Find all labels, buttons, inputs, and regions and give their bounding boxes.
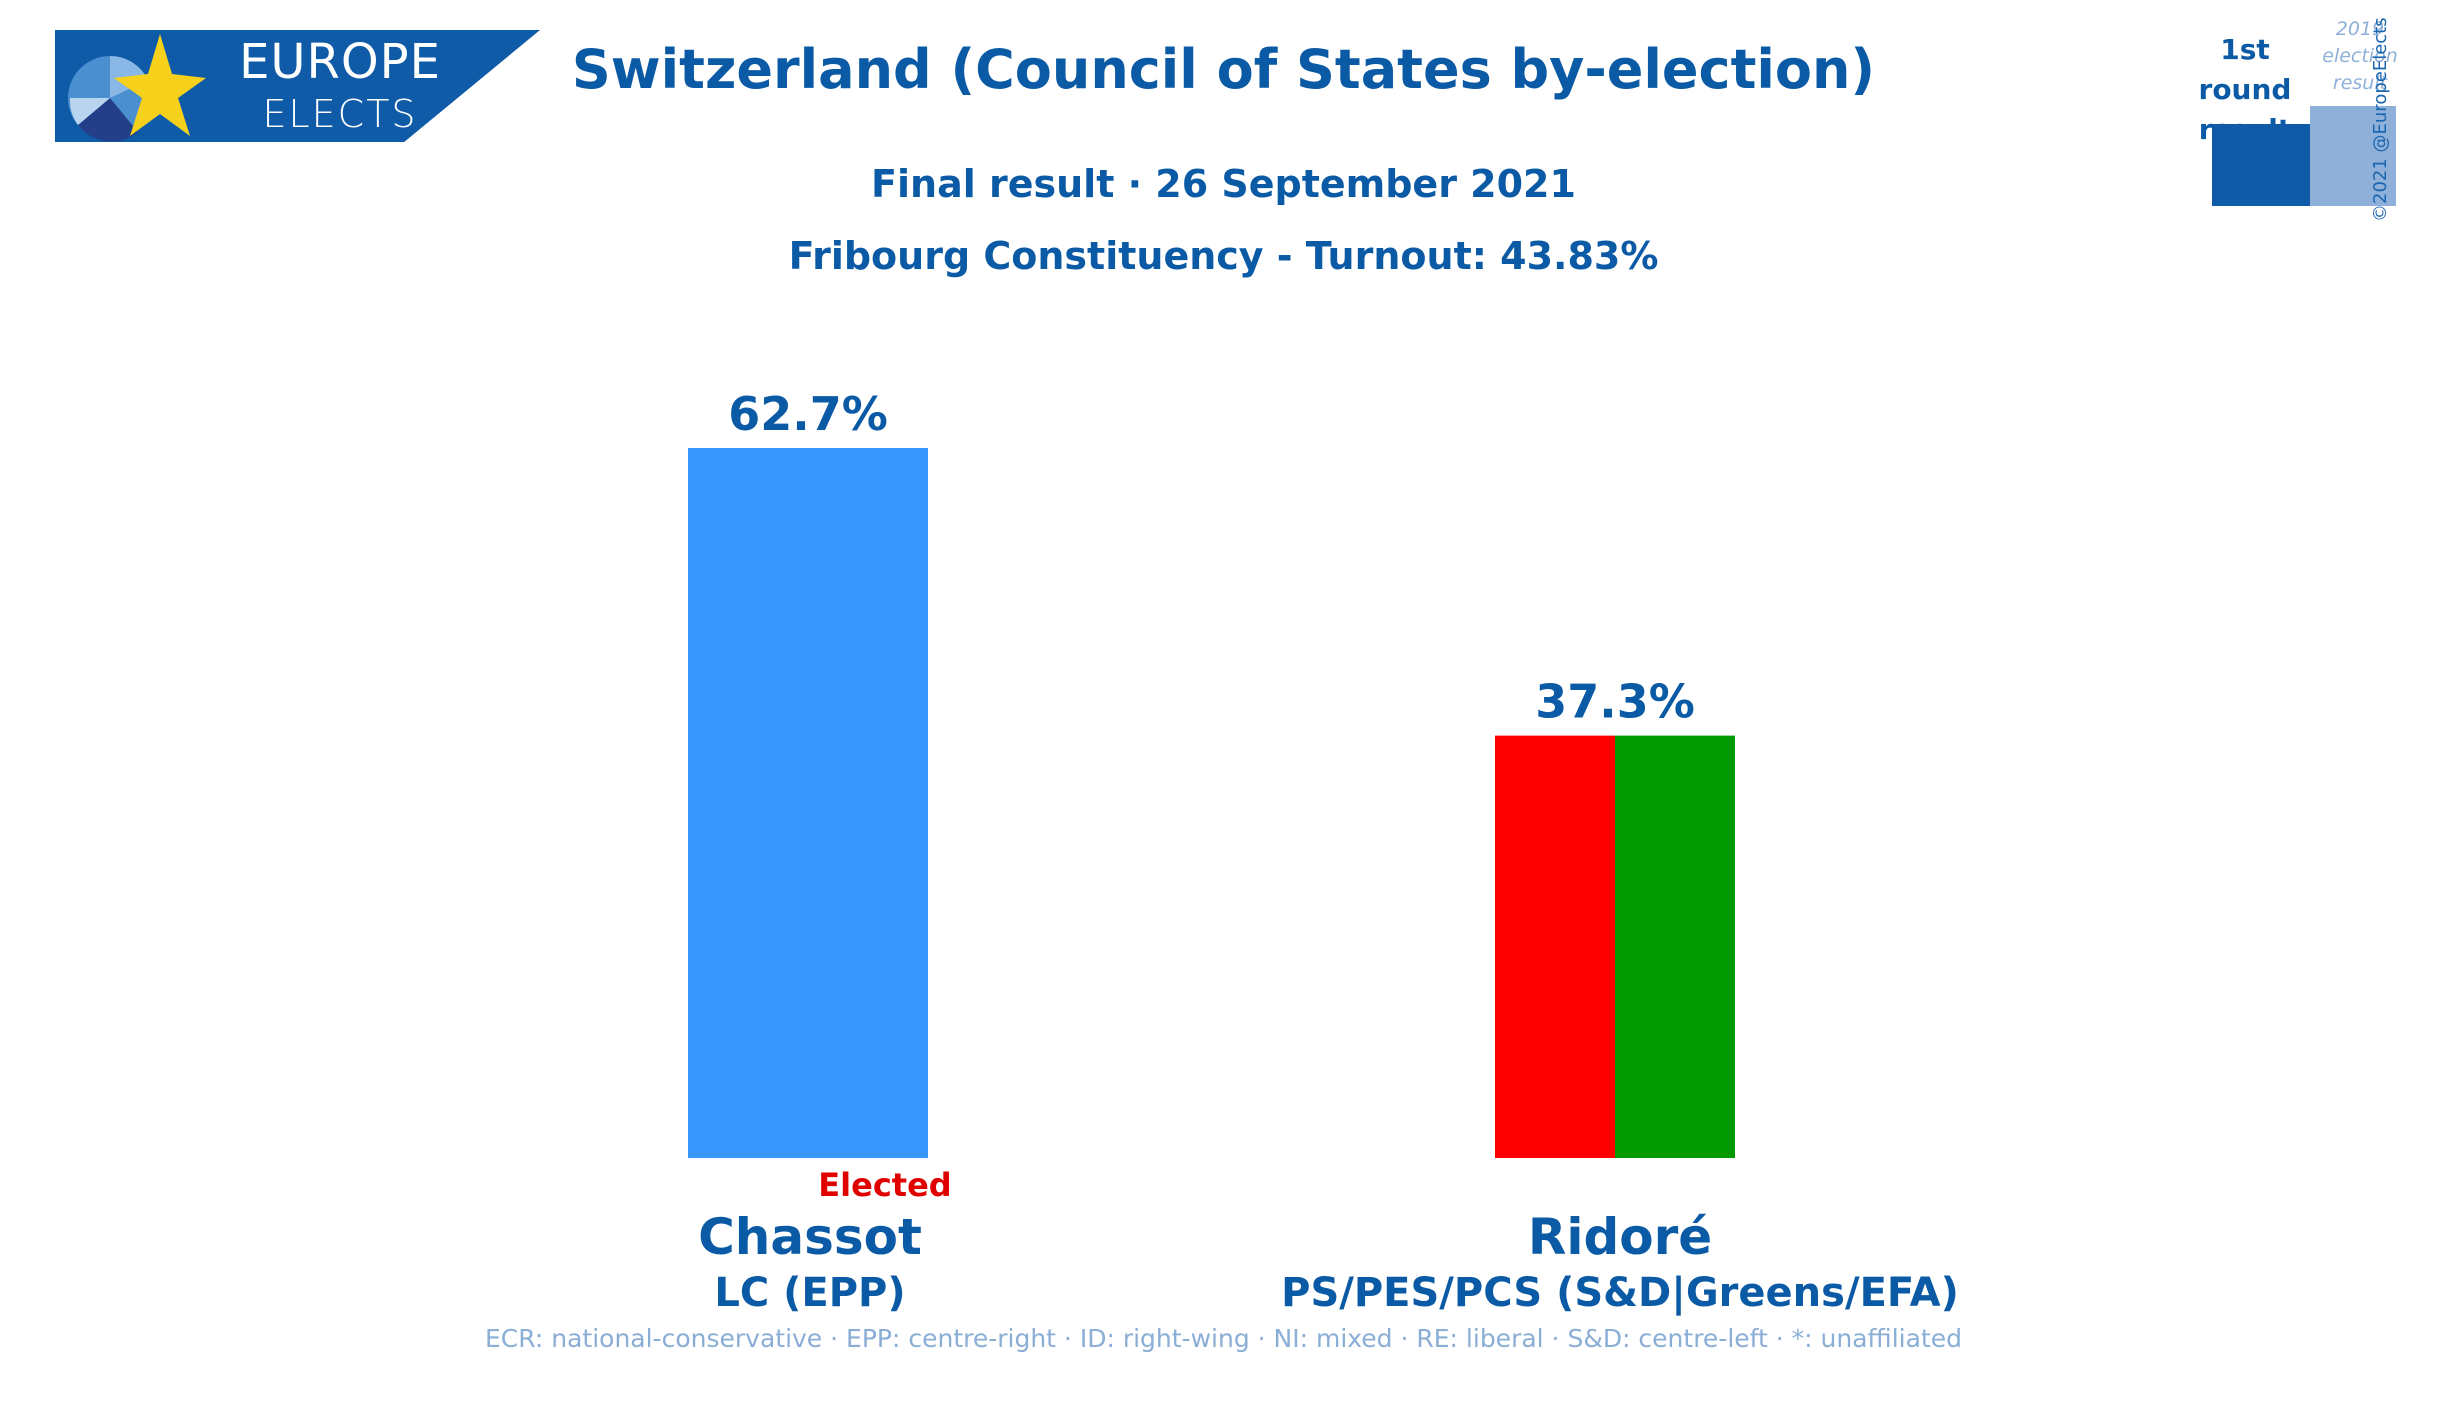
logo-text-elects: ELECTS [262,92,418,136]
bar-ridor-segment-1 [1495,735,1615,1158]
chart-subtitle-constituency: Fribourg Constituency - Turnout: 43.83% [788,234,1659,278]
chart-subtitle-date: Final result · 26 September 2021 [871,162,1576,206]
legend-previous-label-line1: 2019 [2335,18,2385,40]
legend-current-label-line1: 1st round [2198,33,2292,106]
elected-label: Elected [818,1166,952,1204]
legend-previous-label-line2: election [2322,45,2398,67]
bar-ridor-segment-2 [1615,735,1735,1158]
bar-value-label: 37.3% [1535,675,1695,729]
candidate-party-chassot: LC (EPP) [714,1270,906,1316]
logo-text-europe: EUROPE [239,34,441,90]
legend-current-swatch [2212,124,2310,206]
bar-chassot [688,448,928,1158]
logo-emblem [68,34,206,142]
candidate-name-ridore: Ridoré [1527,1208,1713,1266]
bar-value-label: 62.7% [728,387,888,441]
logo-pie-slice-pale [69,98,110,125]
chart-title: Switzerland (Council of States by-electi… [571,38,1876,101]
legend-previous-swatch [2310,106,2396,206]
legend-previous-label-line3: result [2332,72,2388,94]
logo-pie-slice-dark [78,98,138,142]
legend-previous-label: 2019 election result [2305,16,2415,97]
star-icon [114,34,206,136]
candidate-name-chassot: Chassot [698,1208,922,1266]
candidate-party-ridore: PS/PES/PCS (S&D|Greens/EFA) [1281,1270,1959,1316]
footer-legend-text: ECR: national-conservative · EPP: centre… [485,1324,1962,1353]
